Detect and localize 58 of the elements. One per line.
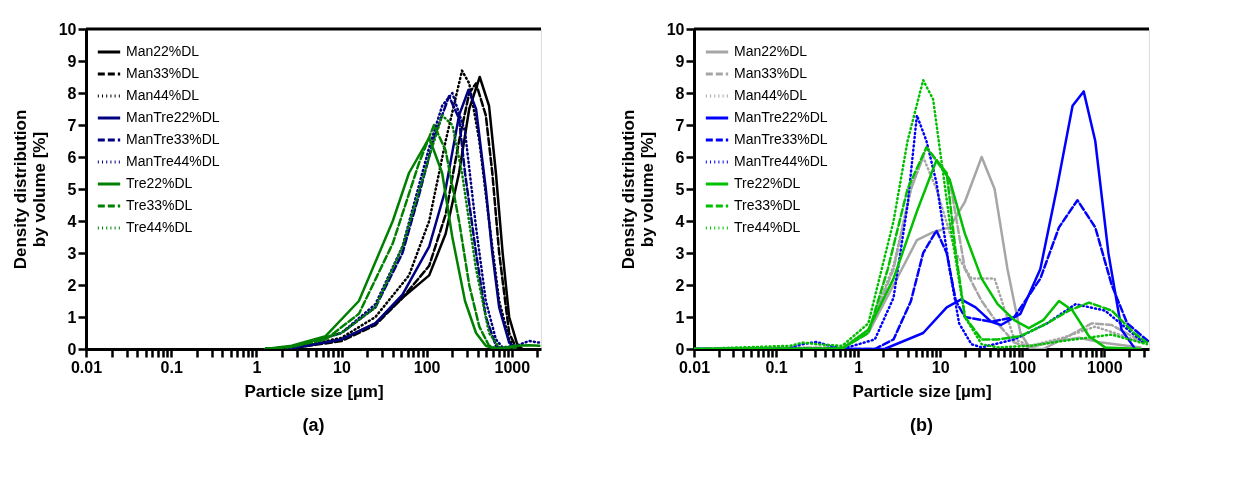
y-tick-label: 1	[67, 308, 77, 326]
y-tick-label: 6	[67, 148, 77, 166]
legend-label: Tre44%DL	[126, 219, 193, 235]
y-tick-label: 6	[675, 148, 685, 166]
legend-label: Man22%DL	[126, 43, 200, 59]
legend-label: ManTre33%DL	[734, 131, 828, 147]
x-tick-label: 100	[413, 358, 441, 376]
legend-label: Tre22%DL	[126, 175, 193, 191]
legend-label: ManTre44%DL	[126, 153, 220, 169]
x-axis-title: Particle size [µm]	[244, 381, 384, 401]
y-tick-label: 10	[666, 20, 685, 38]
y-tick-label: 8	[675, 84, 685, 102]
x-tick-label: 1000	[1087, 358, 1123, 376]
y-tick-label: 2	[675, 276, 685, 294]
legend-label: ManTre22%DL	[126, 109, 220, 125]
x-tick-label: 0.01	[678, 358, 711, 376]
y-tick-label: 9	[67, 52, 77, 70]
y-tick-label: 7	[67, 116, 77, 134]
legend-label: ManTre22%DL	[734, 109, 828, 125]
x-tick-label: 1	[252, 358, 262, 376]
x-tick-label: 1000	[494, 358, 531, 376]
x-tick-label: 0.1	[160, 358, 183, 376]
legend-label: Tre33%DL	[734, 197, 801, 213]
y-tick-label: 7	[675, 116, 685, 134]
text: (a)	[302, 415, 325, 435]
legend-label: ManTre44%DL	[734, 153, 828, 169]
legend-label: Tre33%DL	[126, 197, 193, 213]
y-tick-label: 5	[67, 180, 77, 198]
legend-label: Tre44%DL	[734, 219, 801, 235]
y-tick-label: 3	[67, 244, 77, 262]
y-tick-label: 0	[675, 340, 685, 358]
y-tick-label: 5	[675, 180, 685, 198]
x-tick-label: 10	[931, 358, 950, 376]
x-tick-label: 0.1	[765, 358, 788, 376]
x-tick-label: 10	[333, 358, 351, 376]
y-tick-label: 10	[58, 20, 77, 38]
legend-label: ManTre33%DL	[126, 131, 220, 147]
y-tick-label: 0	[67, 340, 77, 358]
legend-label: Tre22%DL	[734, 175, 801, 191]
x-tick-label: 0.01	[70, 358, 103, 376]
y-tick-label: 4	[67, 212, 77, 230]
x-tick-label: 1	[854, 358, 864, 376]
legend-label: Man44%DL	[126, 87, 200, 103]
legend-label: Man44%DL	[734, 87, 808, 103]
legend-label: Man33%DL	[734, 65, 808, 81]
y-axis-title: Density distribution by volume [%]	[10, 109, 49, 270]
x-tick-label: 100	[1009, 358, 1037, 376]
y-tick-label: 3	[675, 244, 685, 262]
y-axis-title: Density distribution by volume [%]	[618, 109, 657, 270]
y-tick-label: 9	[675, 52, 685, 70]
y-tick-label: 4	[675, 212, 685, 230]
y-tick-label: 2	[67, 276, 77, 294]
legend-label: Man33%DL	[126, 65, 200, 81]
y-tick-label: 1	[675, 308, 685, 326]
x-axis-title: Particle size [µm]	[852, 381, 992, 401]
legend-label: Man22%DL	[734, 43, 808, 59]
y-tick-label: 8	[67, 84, 77, 102]
text: (b)	[910, 415, 933, 435]
